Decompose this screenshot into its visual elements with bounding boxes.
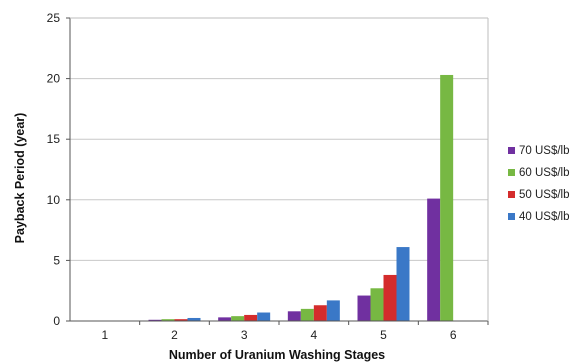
bar-50-us-lb-stage-3 bbox=[244, 315, 257, 321]
bar-40-us-lb-stage-3 bbox=[257, 313, 270, 321]
bar-50-us-lb-stage-4 bbox=[314, 305, 327, 321]
x-tick-label: 1 bbox=[101, 328, 108, 342]
legend-label: 50 US$/lb bbox=[519, 189, 570, 201]
bar-70-us-lb-stage-5 bbox=[358, 296, 371, 321]
bar-40-us-lb-stage-4 bbox=[327, 300, 340, 321]
legend-swatch bbox=[508, 191, 515, 198]
bar-50-us-lb-stage-5 bbox=[384, 275, 397, 321]
bar-70-us-lb-stage-4 bbox=[288, 311, 301, 321]
y-tick-label: 20 bbox=[47, 72, 61, 86]
x-tick-label: 6 bbox=[450, 328, 457, 342]
legend-swatch bbox=[508, 169, 515, 176]
axes bbox=[66, 18, 488, 325]
bar-70-us-lb-stage-6 bbox=[427, 199, 440, 321]
bar-60-us-lb-stage-3 bbox=[231, 316, 244, 321]
gridlines bbox=[70, 18, 488, 260]
y-tick-label: 10 bbox=[47, 193, 61, 207]
bar-40-us-lb-stage-5 bbox=[397, 247, 410, 321]
x-tick-label: 3 bbox=[241, 328, 248, 342]
legend-swatch bbox=[508, 213, 515, 220]
x-tick-label: 2 bbox=[171, 328, 178, 342]
legend-label: 70 US$/lb bbox=[519, 145, 570, 157]
bar-60-us-lb-stage-6 bbox=[440, 75, 453, 321]
legend: 70 US$/lb 60 US$/lb 50 US$/lb 40 US$/lb bbox=[508, 145, 570, 223]
y-tick-label: 5 bbox=[53, 253, 60, 267]
x-axis-title: Number of Uranium Washing Stages bbox=[169, 348, 385, 362]
y-tick-label: 15 bbox=[47, 132, 61, 146]
bar-60-us-lb-stage-5 bbox=[371, 288, 384, 321]
bar-60-us-lb-stage-4 bbox=[301, 309, 314, 321]
legend-swatch bbox=[508, 147, 515, 154]
legend-label: 40 US$/lb bbox=[519, 211, 570, 223]
bar-70-us-lb-stage-3 bbox=[218, 317, 231, 321]
y-tick-label: 0 bbox=[53, 314, 60, 328]
y-axis-title: Payback Period (year) bbox=[13, 113, 27, 244]
legend-label: 60 US$/lb bbox=[519, 167, 570, 179]
y-tick-label: 25 bbox=[47, 11, 61, 25]
x-tick-label: 5 bbox=[380, 328, 387, 342]
x-tick-label: 4 bbox=[310, 328, 317, 342]
bars bbox=[149, 75, 454, 321]
